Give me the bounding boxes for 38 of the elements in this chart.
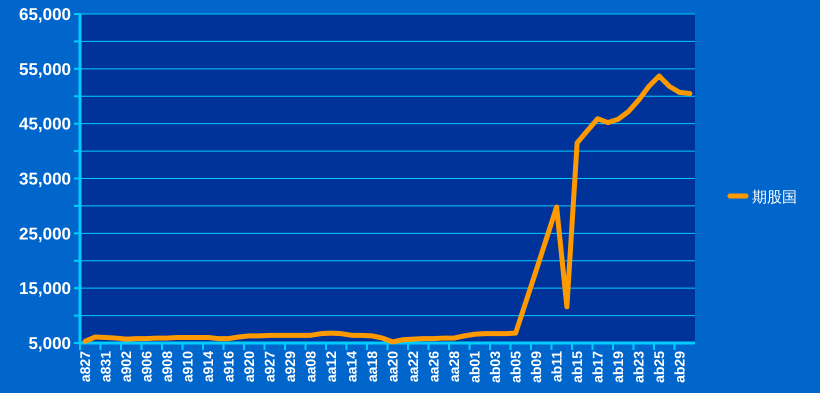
x-tick-label: ab11	[548, 350, 565, 382]
x-tick-label: a927	[262, 350, 278, 382]
x-tick-label: a910	[180, 350, 196, 382]
x-tick-label: aa18	[364, 350, 380, 382]
x-tick-label: aa28	[446, 350, 462, 382]
x-tick-label: a914	[200, 350, 216, 382]
x-tick-label: ab09	[528, 350, 544, 383]
x-tick-label: aa14	[344, 350, 360, 382]
x-tick-label: aa08	[302, 350, 319, 382]
x-tick-label: ab17	[590, 350, 606, 383]
y-tick-label: 45,000	[19, 114, 71, 134]
x-tick-label: a831	[98, 350, 114, 382]
y-tick-label: 25,000	[19, 224, 71, 244]
x-tick-label: a929	[282, 350, 298, 382]
x-tick-label: a827	[77, 350, 94, 382]
x-tick-label: aa26	[426, 350, 442, 382]
x-tick-label: a906	[138, 350, 155, 382]
y-tick-label: 65,000	[19, 5, 71, 24]
x-tick-label: a920	[241, 350, 258, 382]
x-tick-label: a916	[220, 350, 237, 382]
x-tick-label: ab01	[466, 350, 483, 383]
x-tick-label: ab05	[508, 350, 524, 383]
y-tick-label: 15,000	[19, 279, 71, 298]
x-tick-label: aa20	[384, 350, 401, 382]
x-tick-label: ab23	[630, 350, 647, 383]
y-tick-label: 5,000	[28, 334, 71, 353]
x-tick-label: aa22	[405, 350, 422, 382]
x-tick-label: ab29	[672, 350, 688, 383]
legend-label: 期股国	[752, 189, 797, 206]
x-tick-label: ab19	[610, 350, 626, 383]
x-tick-label: aa12	[323, 350, 340, 382]
x-tick-label: ab15	[569, 350, 586, 383]
x-tick-label: a902	[118, 350, 134, 382]
y-tick-label: 35,000	[19, 170, 71, 188]
x-tick-label: ab25	[651, 350, 668, 383]
y-tick-label: 55,000	[19, 60, 71, 79]
x-tick-label: a908	[159, 350, 176, 382]
x-tick-label: ab03	[487, 350, 504, 383]
